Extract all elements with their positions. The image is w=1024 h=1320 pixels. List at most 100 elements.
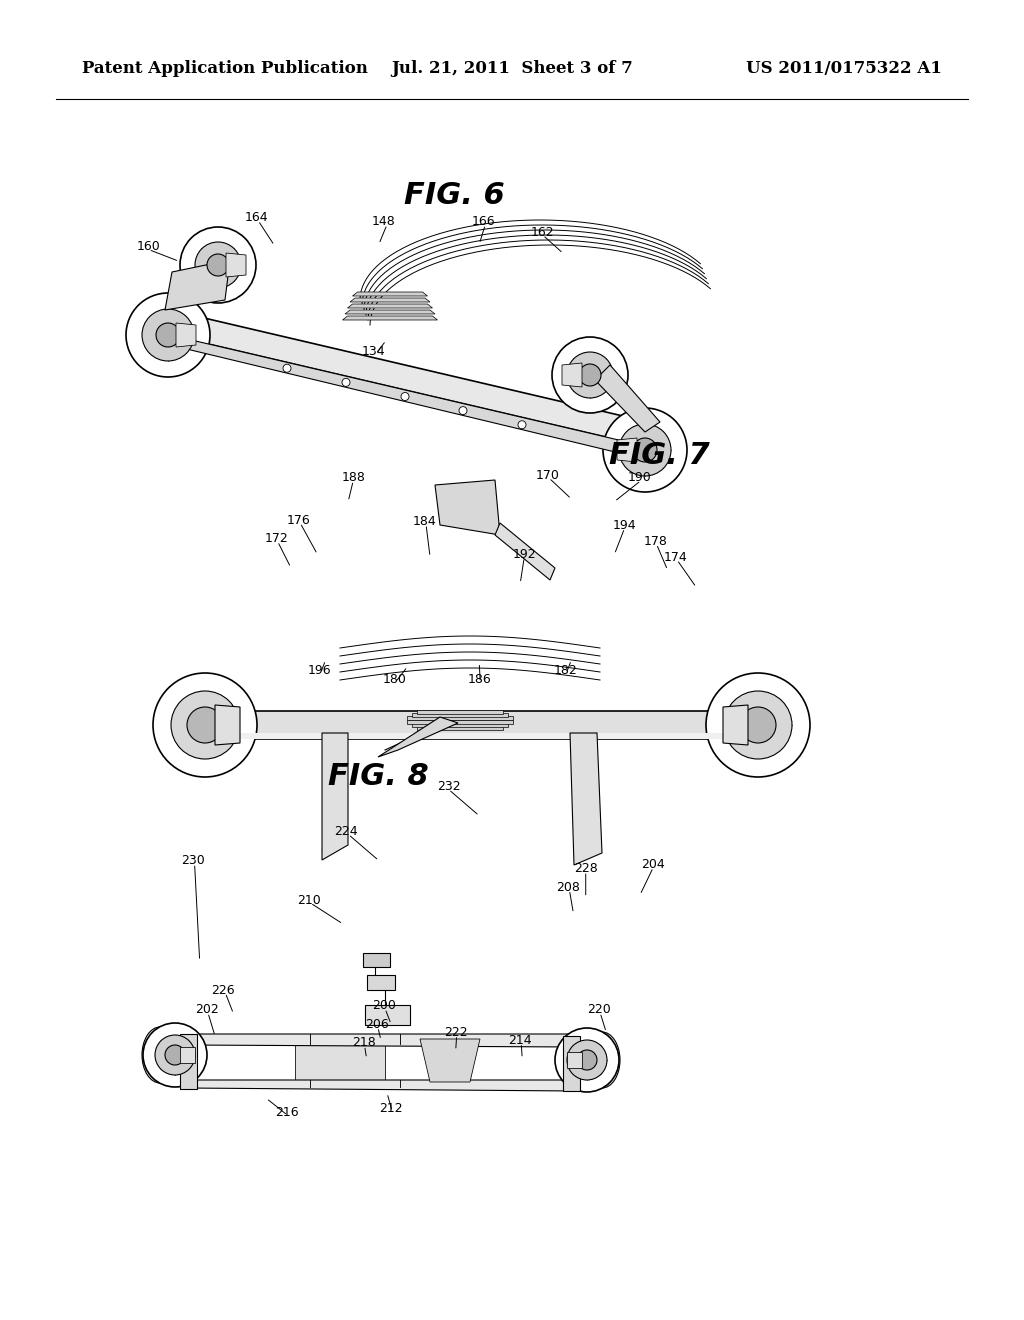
Text: 220: 220 <box>587 1003 611 1016</box>
Text: 178: 178 <box>643 535 668 548</box>
Circle shape <box>706 673 810 777</box>
Text: FIG. 8: FIG. 8 <box>328 762 428 791</box>
Polygon shape <box>180 1034 197 1089</box>
Polygon shape <box>435 480 500 535</box>
Polygon shape <box>567 1052 582 1068</box>
Polygon shape <box>215 705 240 744</box>
Text: 160: 160 <box>136 240 161 253</box>
Circle shape <box>153 673 257 777</box>
Text: 194: 194 <box>612 519 637 532</box>
Circle shape <box>618 424 671 477</box>
Circle shape <box>459 407 467 414</box>
Polygon shape <box>595 366 660 432</box>
Polygon shape <box>342 315 437 319</box>
Text: FIG. 6: FIG. 6 <box>404 181 505 210</box>
Circle shape <box>143 1023 207 1086</box>
Text: 134: 134 <box>361 345 386 358</box>
Polygon shape <box>417 710 503 714</box>
Text: 212: 212 <box>379 1102 403 1115</box>
Polygon shape <box>408 717 513 721</box>
Text: 180: 180 <box>382 673 407 686</box>
Polygon shape <box>165 260 230 310</box>
Polygon shape <box>570 733 602 865</box>
Circle shape <box>142 309 194 360</box>
Polygon shape <box>170 335 640 458</box>
Polygon shape <box>226 253 246 277</box>
Text: 148: 148 <box>372 215 396 228</box>
Text: 210: 210 <box>297 894 322 907</box>
Polygon shape <box>413 713 508 717</box>
Polygon shape <box>495 523 555 579</box>
Circle shape <box>156 323 180 347</box>
Polygon shape <box>215 733 748 739</box>
Circle shape <box>126 293 210 378</box>
Circle shape <box>518 421 526 429</box>
Circle shape <box>567 1040 607 1080</box>
Polygon shape <box>617 438 637 462</box>
Circle shape <box>740 708 776 743</box>
Text: 174: 174 <box>664 550 688 564</box>
Circle shape <box>552 337 628 413</box>
Polygon shape <box>367 975 395 990</box>
Text: 192: 192 <box>512 548 537 561</box>
Polygon shape <box>347 304 432 308</box>
Polygon shape <box>350 298 430 302</box>
Text: 162: 162 <box>530 226 555 239</box>
Text: 202: 202 <box>195 1003 219 1016</box>
Ellipse shape <box>161 686 205 763</box>
Text: 206: 206 <box>365 1018 389 1031</box>
Circle shape <box>283 364 291 372</box>
Text: 204: 204 <box>641 858 666 871</box>
Polygon shape <box>185 1034 575 1047</box>
Circle shape <box>165 1045 185 1065</box>
Text: FIG. 7: FIG. 7 <box>609 441 710 470</box>
Circle shape <box>171 690 239 759</box>
Ellipse shape <box>584 1032 620 1088</box>
Text: 222: 222 <box>443 1026 468 1039</box>
Polygon shape <box>723 705 748 744</box>
Polygon shape <box>352 292 427 296</box>
Circle shape <box>567 352 613 399</box>
Polygon shape <box>170 310 640 445</box>
Polygon shape <box>378 717 458 756</box>
Polygon shape <box>295 1040 385 1082</box>
Polygon shape <box>413 723 508 727</box>
Circle shape <box>724 690 792 759</box>
Text: 164: 164 <box>244 211 268 224</box>
Polygon shape <box>185 1080 575 1092</box>
Circle shape <box>555 1028 618 1092</box>
Text: Patent Application Publication: Patent Application Publication <box>82 61 368 77</box>
Text: 188: 188 <box>341 471 366 484</box>
Text: 170: 170 <box>536 469 560 482</box>
Circle shape <box>342 379 350 387</box>
Polygon shape <box>345 310 435 314</box>
Circle shape <box>633 438 657 462</box>
Text: 166: 166 <box>471 215 496 228</box>
Circle shape <box>577 1049 597 1071</box>
Text: 226: 226 <box>211 983 236 997</box>
Ellipse shape <box>645 421 681 479</box>
Text: 186: 186 <box>467 673 492 686</box>
Circle shape <box>401 392 409 400</box>
Circle shape <box>195 242 241 288</box>
Polygon shape <box>408 719 513 723</box>
Text: 230: 230 <box>180 854 205 867</box>
Polygon shape <box>176 323 196 347</box>
Polygon shape <box>215 711 748 739</box>
Polygon shape <box>417 726 503 730</box>
Text: 172: 172 <box>264 532 289 545</box>
Polygon shape <box>362 953 390 968</box>
Text: 182: 182 <box>553 664 578 677</box>
Text: 228: 228 <box>573 862 598 875</box>
Text: 216: 216 <box>274 1106 299 1119</box>
Circle shape <box>207 253 229 276</box>
Ellipse shape <box>132 306 168 364</box>
Circle shape <box>187 708 223 743</box>
Text: 176: 176 <box>287 513 311 527</box>
Circle shape <box>155 1035 195 1074</box>
Ellipse shape <box>758 686 802 763</box>
Text: 214: 214 <box>508 1034 532 1047</box>
Circle shape <box>180 227 256 304</box>
Ellipse shape <box>142 1027 178 1082</box>
Text: 218: 218 <box>351 1036 376 1049</box>
